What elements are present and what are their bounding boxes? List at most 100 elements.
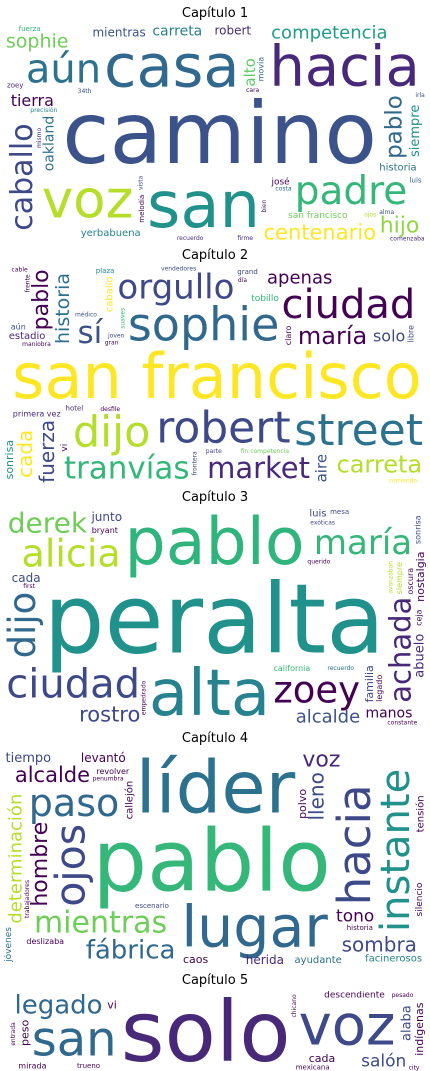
word-entrada: entrada — [10, 1022, 17, 1046]
word-lugar: lugar — [181, 894, 328, 960]
word-sonrisa: sonrisa — [413, 515, 422, 544]
word-oakland: oakland — [41, 116, 57, 171]
word-achada: achada — [383, 597, 417, 703]
word-maría: maría — [298, 322, 367, 350]
word-legado: legado — [14, 991, 102, 1021]
word-plaza: plaza — [96, 267, 115, 275]
word-caballo: caballo — [5, 123, 40, 230]
word-tiempo: tiempo — [6, 751, 52, 766]
word-padre: padre — [295, 169, 408, 214]
chart-title: Capítulo 1 — [181, 6, 249, 21]
word-peralta: peralta — [44, 563, 385, 675]
word-líder: líder — [136, 749, 296, 830]
word-alcalde: alcalde — [15, 763, 90, 787]
word-parte: parte — [206, 448, 222, 455]
word-luis: luis — [410, 176, 422, 184]
word-alma: alma — [379, 209, 394, 216]
word-san: san — [32, 1012, 117, 1068]
word-sombra: sombra — [342, 932, 417, 956]
word-apenas: apenas — [267, 268, 332, 289]
word-california: california — [274, 664, 311, 673]
word-mientras: mientras — [34, 906, 167, 941]
word-josé: josé — [270, 176, 290, 187]
word-joven: joven — [107, 332, 125, 339]
word-frente: frente — [24, 274, 31, 292]
word-callejón: callejón — [123, 781, 135, 820]
word-primera-vez: primera vez — [13, 409, 61, 418]
word-comenzaba: comenzaba — [390, 236, 425, 242]
word-abuelo: abuelo — [413, 634, 426, 678]
word-libre: libre — [407, 325, 416, 343]
word-ojos: ojos — [364, 211, 376, 218]
word-luis: luis — [309, 508, 326, 519]
word-tierra: tierra — [11, 91, 54, 110]
word-alaba: alaba — [400, 1005, 415, 1041]
word-hacia: hacia — [328, 784, 381, 905]
word-robert: robert — [214, 24, 251, 37]
word-polvo: polvo — [296, 789, 309, 819]
word-querido: querido — [307, 559, 330, 566]
word-costa: costa — [275, 186, 291, 193]
word-cara: cara — [246, 87, 259, 94]
word-día: día — [238, 277, 247, 284]
word-precisión: precisión — [30, 107, 57, 114]
word-pablo: pablo — [92, 811, 330, 911]
word-aún: aún — [11, 323, 26, 332]
word-cada: cada — [309, 1052, 336, 1065]
word-avanzaban: avanzaban — [388, 561, 395, 594]
word-corriendo: corriendo — [389, 478, 418, 484]
word-lleno: lleno — [305, 772, 329, 820]
word-sí: sí — [78, 315, 104, 351]
word-first: first — [23, 583, 35, 590]
word-escenario: escenario — [135, 902, 169, 910]
word-carreta: carreta — [152, 24, 202, 39]
word-pablo: pablo — [124, 508, 304, 580]
word-chicano: chicano — [291, 994, 298, 1018]
word-tobillo: tobillo — [251, 294, 279, 304]
word-rostro: rostro — [79, 703, 140, 726]
word-mismo: mismo — [36, 128, 43, 148]
word-34th: 34th — [78, 88, 92, 95]
word-gran: gran — [105, 339, 119, 346]
word-frontera: frontera — [192, 451, 199, 475]
word-nostalgia: nostalgia — [414, 552, 426, 602]
word-sophie: sophie — [6, 31, 69, 53]
word-hacia: hacia — [269, 35, 419, 100]
word-pablo: pablo — [29, 269, 54, 330]
word-médico: médico — [75, 311, 97, 318]
word-san-francisco: san francisco — [288, 211, 348, 221]
word-dijo: dijo — [73, 407, 151, 457]
word-tranvías: tranvías — [64, 451, 190, 484]
word-robert: robert — [156, 403, 290, 454]
word-exóticas: exóticas — [310, 519, 335, 526]
word-mientras: mientras — [92, 26, 145, 40]
word-manos: manos — [365, 705, 412, 721]
word-competencia: competencia — [271, 24, 387, 43]
word-constante: constante — [387, 720, 417, 726]
word-san: san — [147, 169, 260, 242]
word-irla: irla — [415, 92, 425, 99]
word-determinación: determinación — [5, 794, 26, 924]
word-mesa: mesa — [330, 508, 349, 516]
word-zoey: zoey — [273, 668, 360, 711]
word-mexicana: mexicana — [296, 1063, 330, 1071]
word-sonrisa: sonrisa — [4, 440, 16, 479]
word-hotel: hotel — [66, 404, 84, 412]
word-estadio: estadio — [9, 331, 46, 342]
word-ciudad: ciudad — [6, 661, 140, 707]
chart-title: Capítulo 2 — [181, 248, 249, 263]
word-facinerosos: facinerosos — [365, 953, 422, 964]
word-empedrado: empedrado — [141, 680, 148, 715]
word-salón: salón — [361, 1052, 406, 1071]
word-cada: cada — [13, 430, 37, 478]
word-penumbra: penumbra — [93, 775, 124, 782]
word-voz: voz — [299, 994, 396, 1059]
word-hijo: hijo — [380, 213, 420, 238]
chart-title: Capítulo 5 — [181, 973, 249, 988]
word-centenario: centenario — [264, 220, 376, 242]
word-fuerza: fuerza — [35, 420, 59, 483]
word-san-francisco: san francisco — [12, 340, 422, 413]
word-fin-competencia: fin competencia — [241, 448, 290, 455]
